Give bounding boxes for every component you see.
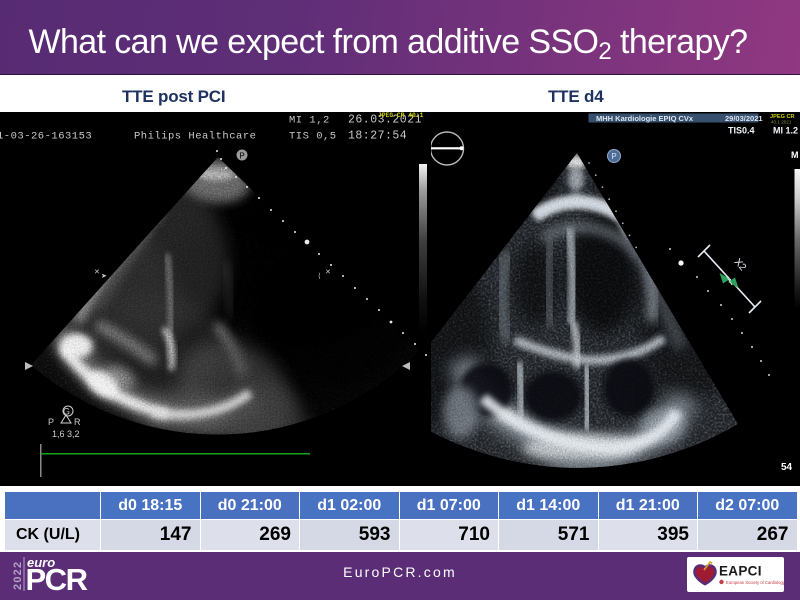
svg-text:29/03/2021: 29/03/2021	[725, 114, 763, 123]
svg-text:18:27:54: 18:27:54	[348, 130, 407, 143]
svg-text:PCR: PCR	[26, 562, 88, 597]
svg-text:✕: ✕	[325, 269, 331, 276]
svg-text:EAPCI: EAPCI	[719, 564, 762, 579]
svg-text:MI 1.2: MI 1.2	[773, 126, 798, 136]
svg-text:⟨: ⟨	[318, 272, 321, 280]
svg-text:P: P	[239, 152, 244, 161]
svg-text:TIS 0,5: TIS 0,5	[289, 131, 337, 143]
svg-text:JPEG CR 40:1: JPEG CR 40:1	[378, 112, 424, 119]
svg-text:2022: 2022	[12, 561, 24, 590]
svg-text:➤: ➤	[101, 273, 107, 280]
svg-text:P: P	[48, 417, 54, 427]
svg-text:1,6 3,2: 1,6 3,2	[52, 429, 80, 439]
svg-text:MI 1,2: MI 1,2	[289, 115, 330, 127]
svg-text:P: P	[611, 152, 616, 161]
svg-text:40:1 2021: 40:1 2021	[771, 120, 792, 125]
svg-text:TIS0.4: TIS0.4	[728, 126, 755, 136]
svg-text:1-03-26-163153: 1-03-26-163153	[0, 131, 92, 143]
svg-text:R: R	[74, 417, 81, 427]
svg-text:MHH Kardiologie EPIQ CVx: MHH Kardiologie EPIQ CVx	[596, 114, 694, 123]
svg-text:M: M	[791, 150, 799, 160]
svg-text:European Society of Cardiology: European Society of Cardiology	[726, 580, 784, 585]
svg-text:54: 54	[781, 462, 793, 473]
svg-text:✕: ✕	[94, 269, 100, 276]
svg-text:Philips Healthcare: Philips Healthcare	[134, 131, 256, 143]
